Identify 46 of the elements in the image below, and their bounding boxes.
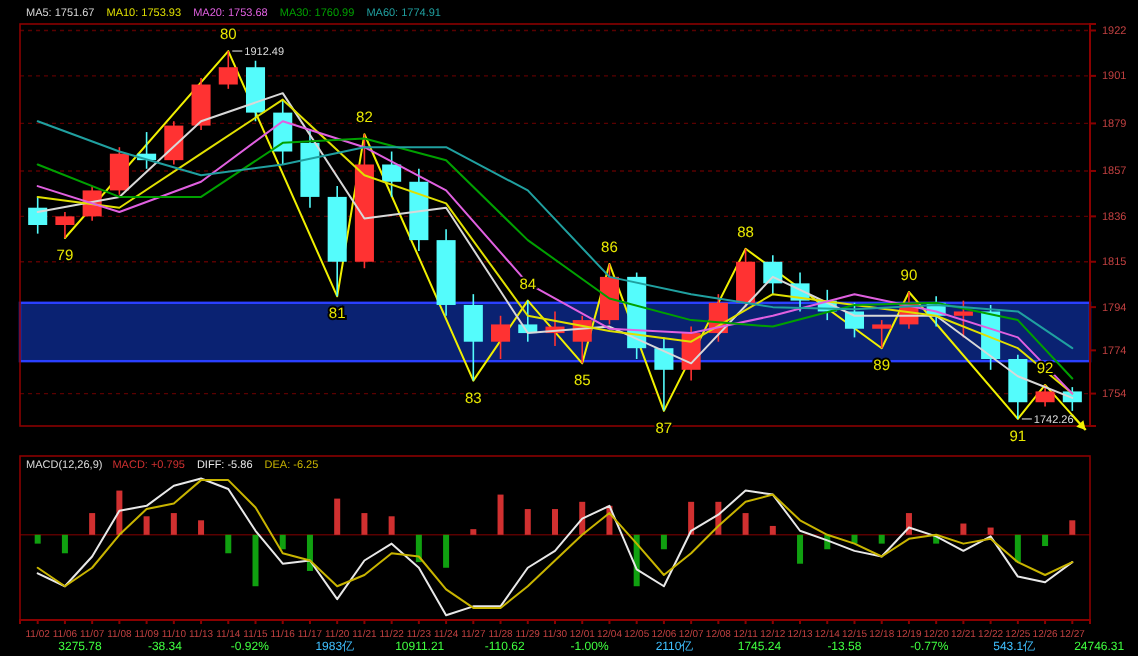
candlestick [1035, 384, 1055, 408]
candlestick [382, 150, 402, 198]
bar [225, 534, 232, 554]
bar [198, 520, 205, 535]
bar [1069, 520, 1076, 535]
bar [61, 534, 68, 554]
bar [742, 513, 749, 535]
bar [688, 501, 695, 535]
candlestick [953, 299, 973, 339]
bar [143, 516, 150, 535]
bar [878, 534, 885, 544]
bar [279, 534, 286, 550]
candlestick [109, 146, 129, 196]
bar [89, 513, 96, 535]
bar [524, 509, 531, 535]
candlestick [736, 247, 756, 308]
bar [552, 509, 558, 535]
bar [170, 513, 177, 535]
bar [987, 527, 994, 535]
bar [769, 525, 776, 535]
bar [960, 523, 967, 535]
bar [797, 534, 804, 564]
candlestick [654, 336, 674, 412]
bar [252, 534, 259, 587]
candlestick [599, 263, 619, 326]
candlestick [491, 314, 511, 360]
bar [443, 534, 450, 568]
bar [388, 516, 395, 535]
candlestick [844, 302, 865, 339]
bar [1042, 534, 1049, 547]
bar [116, 490, 123, 535]
bar [334, 498, 341, 535]
bar [1014, 534, 1021, 563]
bar [470, 529, 477, 535]
bar [497, 494, 504, 535]
bar [306, 534, 313, 571]
bar [660, 534, 667, 550]
bar [34, 534, 41, 544]
candlestick [164, 120, 184, 166]
candlestick [28, 196, 48, 235]
bar [361, 513, 368, 535]
candlestick [55, 211, 75, 239]
candlestick [191, 77, 211, 131]
candlestick [463, 293, 483, 382]
candlestick [245, 59, 266, 123]
candlestick [872, 319, 892, 349]
